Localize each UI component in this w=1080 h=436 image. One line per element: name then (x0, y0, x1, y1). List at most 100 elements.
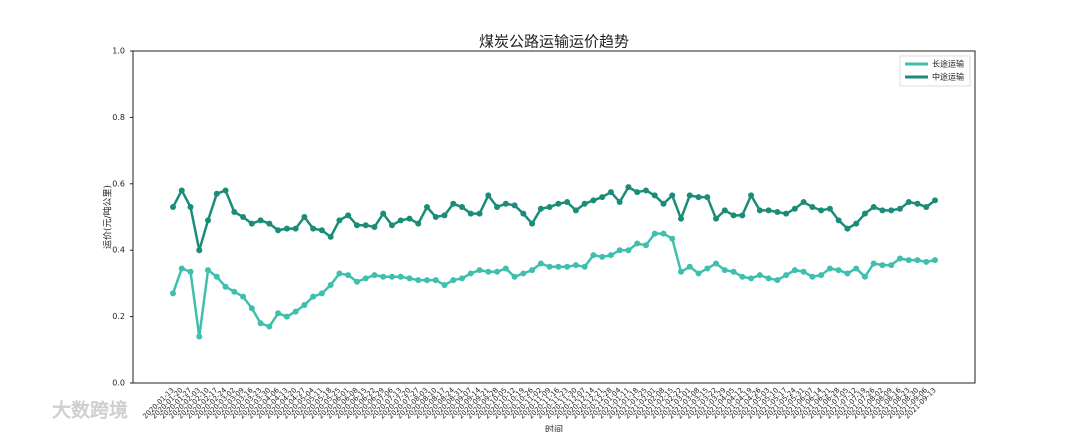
data-point (800, 268, 807, 275)
data-point (529, 220, 536, 227)
data-point (581, 200, 588, 207)
data-point (590, 252, 597, 259)
data-point (301, 301, 308, 308)
data-point (432, 214, 439, 220)
data-point (669, 192, 676, 199)
data-point (275, 310, 282, 317)
data-point (336, 270, 343, 277)
data-point (861, 273, 868, 280)
data-point (476, 210, 483, 217)
data-point (642, 242, 649, 249)
data-point (713, 215, 720, 222)
data-point (853, 220, 860, 227)
data-point (607, 189, 614, 196)
data-point (660, 200, 667, 207)
data-point (283, 313, 290, 320)
data-point (774, 277, 781, 284)
data-point (371, 223, 378, 230)
data-point (257, 320, 264, 327)
data-point (546, 263, 553, 270)
data-point (809, 204, 816, 211)
data-point (642, 187, 649, 194)
data-point (923, 258, 930, 265)
series-line (171, 185, 936, 251)
data-point (879, 262, 886, 269)
data-point (756, 207, 763, 214)
data-point (441, 212, 448, 219)
data-point (406, 215, 413, 222)
data-point (511, 273, 518, 280)
data-point (231, 288, 238, 295)
legend-label: 长途运输 (932, 59, 964, 69)
data-point (336, 217, 343, 224)
data-point (292, 225, 299, 232)
data-point (432, 277, 439, 284)
data-point (170, 290, 176, 297)
data-point (818, 272, 825, 279)
data-point (730, 212, 737, 219)
data-point (660, 230, 667, 237)
data-point (353, 222, 360, 229)
data-point (494, 204, 501, 211)
data-point (721, 267, 728, 274)
data-point (502, 265, 509, 272)
data-point (318, 227, 325, 234)
data-point (240, 293, 247, 300)
data-point (634, 240, 641, 247)
y-tick-label: 0.0 (112, 379, 125, 388)
data-point (826, 265, 833, 272)
data-point (301, 214, 308, 220)
data-point (546, 204, 553, 211)
data-point (318, 290, 325, 297)
data-point (861, 210, 868, 217)
data-point (695, 270, 702, 277)
data-point (896, 205, 903, 212)
data-point (695, 194, 702, 201)
data-point (888, 262, 895, 269)
y-tick-label: 0.4 (112, 246, 125, 255)
data-point (590, 197, 597, 204)
y-tick-label: 1.0 (112, 47, 125, 56)
data-point (905, 199, 912, 206)
data-point (520, 270, 527, 277)
data-point (555, 263, 562, 270)
data-point (240, 214, 247, 220)
data-point (485, 268, 492, 275)
y-axis-label: 运价(元/吨公里) (102, 185, 114, 249)
data-point (581, 263, 588, 270)
data-point (791, 267, 798, 274)
data-point (415, 220, 422, 227)
data-point (406, 275, 413, 282)
data-point (625, 247, 632, 254)
data-point (739, 273, 746, 280)
data-point (529, 267, 536, 274)
data-point (415, 277, 422, 284)
data-point (870, 260, 877, 267)
data-point (511, 202, 518, 209)
data-point (222, 283, 229, 290)
data-point (205, 267, 212, 274)
data-point (809, 273, 816, 280)
y-tick-label: 0.8 (112, 113, 125, 122)
data-point (914, 200, 921, 207)
data-point (327, 282, 334, 289)
data-point (205, 217, 212, 224)
data-point (196, 333, 203, 340)
y-tick-label: 0.6 (112, 179, 125, 188)
data-point (388, 273, 395, 280)
data-point (345, 212, 352, 219)
data-point (835, 267, 842, 274)
data-point (441, 282, 448, 289)
data-point (467, 210, 474, 217)
data-point (213, 190, 220, 197)
data-point (555, 200, 562, 207)
data-point (388, 222, 395, 229)
x-axis-label: 时间 (545, 424, 563, 433)
data-point (756, 272, 763, 279)
data-point (634, 189, 641, 196)
data-point (932, 257, 938, 264)
data-point (607, 252, 614, 259)
data-point (572, 207, 579, 214)
data-point (187, 204, 194, 211)
data-point (292, 308, 299, 315)
